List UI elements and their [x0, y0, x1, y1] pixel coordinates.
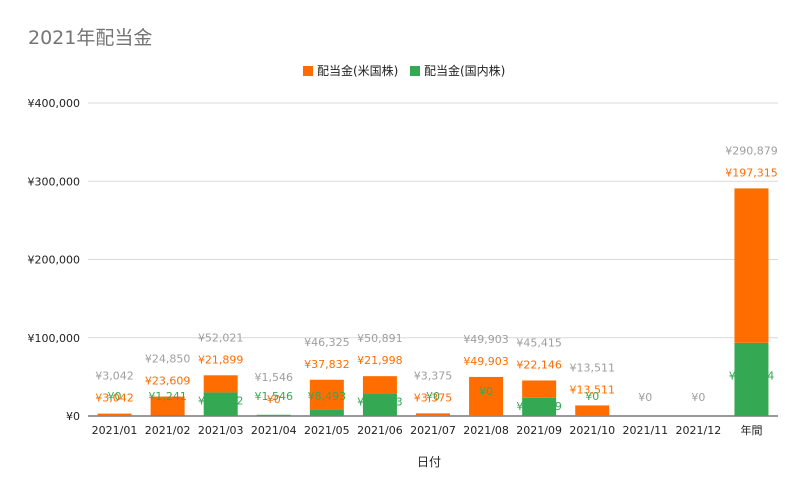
- bar-us: [575, 405, 610, 416]
- us-value-label: ¥3,375: [414, 391, 453, 404]
- bar-jp: [150, 415, 185, 416]
- bar-jp: [203, 392, 238, 416]
- x-tick-label: 2021/06: [357, 424, 403, 437]
- total-label: ¥50,891: [357, 332, 403, 345]
- legend-label-us: 配当金(米国株): [317, 63, 398, 78]
- x-tick-label: 2021/01: [92, 424, 138, 437]
- y-axis-ticks: ¥0 ¥100,000 ¥200,000 ¥300,000 ¥400,000: [28, 97, 81, 423]
- x-tick-label: 2021/10: [569, 424, 615, 437]
- total-label: ¥3,375: [414, 369, 453, 382]
- us-value-label: ¥37,832: [304, 358, 350, 371]
- total-label: ¥52,021: [198, 331, 244, 344]
- x-axis-ticks: 2021/01 2021/02 2021/03 2021/04 2021/05 2021/…: [92, 423, 763, 437]
- us-value-label: ¥197,315: [725, 166, 778, 179]
- x-tick-label: 2021/11: [622, 424, 668, 437]
- y-tick-label: ¥400,000: [28, 97, 81, 110]
- jp-value-label: ¥28,893: [357, 395, 403, 408]
- data-labels: ¥3,042¥3,042¥0¥24,850¥23,609¥1,241¥52,02…: [95, 144, 777, 412]
- total-label: ¥290,879: [725, 144, 778, 157]
- us-value-label: ¥23,609: [145, 375, 191, 388]
- us-value-label: ¥3,042: [95, 392, 134, 405]
- us-value-label: ¥0: [267, 393, 281, 406]
- jp-value-label: ¥0: [426, 390, 440, 403]
- jp-value-label: ¥0: [479, 385, 493, 398]
- us-value-label: ¥13,511: [569, 383, 615, 396]
- x-tick-label: 2021/03: [198, 424, 244, 437]
- total-label: ¥49,903: [463, 333, 509, 346]
- bar-jp: [362, 393, 397, 416]
- bars: [97, 188, 769, 416]
- bar-us: [97, 413, 132, 416]
- jp-value-label: ¥8,493: [308, 390, 347, 403]
- bar-us: [734, 188, 769, 343]
- y-tick-label: ¥200,000: [28, 254, 81, 267]
- y-tick-label: ¥300,000: [28, 175, 81, 188]
- legend-swatch-us: [303, 66, 313, 76]
- us-value-label: ¥49,903: [463, 355, 509, 368]
- x-tick-label: 2021/08: [463, 424, 509, 437]
- y-tick-label: ¥0: [66, 410, 80, 423]
- jp-value-label: ¥30,122: [198, 394, 244, 407]
- x-tick-label: 2021/04: [251, 424, 297, 437]
- y-tick-label: ¥100,000: [28, 332, 81, 345]
- us-value-label: ¥21,899: [198, 353, 244, 366]
- bar-us: [469, 376, 504, 416]
- bar-jp: [256, 414, 291, 416]
- us-value-label: ¥22,146: [516, 358, 562, 371]
- bar-us: [416, 413, 450, 416]
- total-label: ¥45,415: [516, 336, 562, 349]
- chart-title: 2021年配当金: [28, 27, 152, 49]
- x-axis-title: 日付: [417, 455, 441, 469]
- bar-jp: [309, 409, 344, 416]
- jp-value-label: ¥1,241: [148, 390, 187, 403]
- bar-us: [150, 396, 185, 416]
- jp-value-label: ¥0: [108, 390, 122, 403]
- total-label: ¥13,511: [569, 361, 615, 374]
- x-tick-label: 2021/09: [516, 424, 562, 437]
- x-tick-label: 2021/02: [145, 424, 191, 437]
- bar-us: [309, 379, 344, 410]
- jp-value-label: ¥0: [585, 390, 599, 403]
- bar-us: [522, 380, 557, 398]
- legend-swatch-jp: [410, 66, 420, 76]
- total-label: ¥1,546: [255, 371, 294, 384]
- jp-value-label: ¥23,269: [516, 400, 562, 413]
- total-label: ¥3,042: [95, 370, 134, 383]
- bar-us: [203, 375, 238, 393]
- jp-value-label: ¥93,564: [729, 369, 775, 382]
- bar-us: [362, 376, 397, 394]
- total-label: ¥46,325: [304, 336, 350, 349]
- bar-jp: [734, 342, 769, 416]
- jp-value-label: ¥1,546: [255, 390, 294, 403]
- total-label: ¥0: [638, 391, 652, 404]
- legend: 配当金(米国株) 配当金(国内株): [303, 63, 505, 78]
- us-value-label: ¥21,998: [357, 354, 403, 367]
- x-tick-label: 2021/07: [410, 424, 456, 437]
- total-label: ¥24,850: [145, 353, 191, 366]
- bar-jp: [522, 397, 557, 416]
- legend-label-jp: 配当金(国内株): [424, 63, 505, 78]
- total-label: ¥0: [691, 391, 705, 404]
- x-tick-label: 2021/05: [304, 424, 350, 437]
- x-tick-label: 年間: [740, 423, 762, 437]
- x-tick-label: 2021/12: [676, 424, 722, 437]
